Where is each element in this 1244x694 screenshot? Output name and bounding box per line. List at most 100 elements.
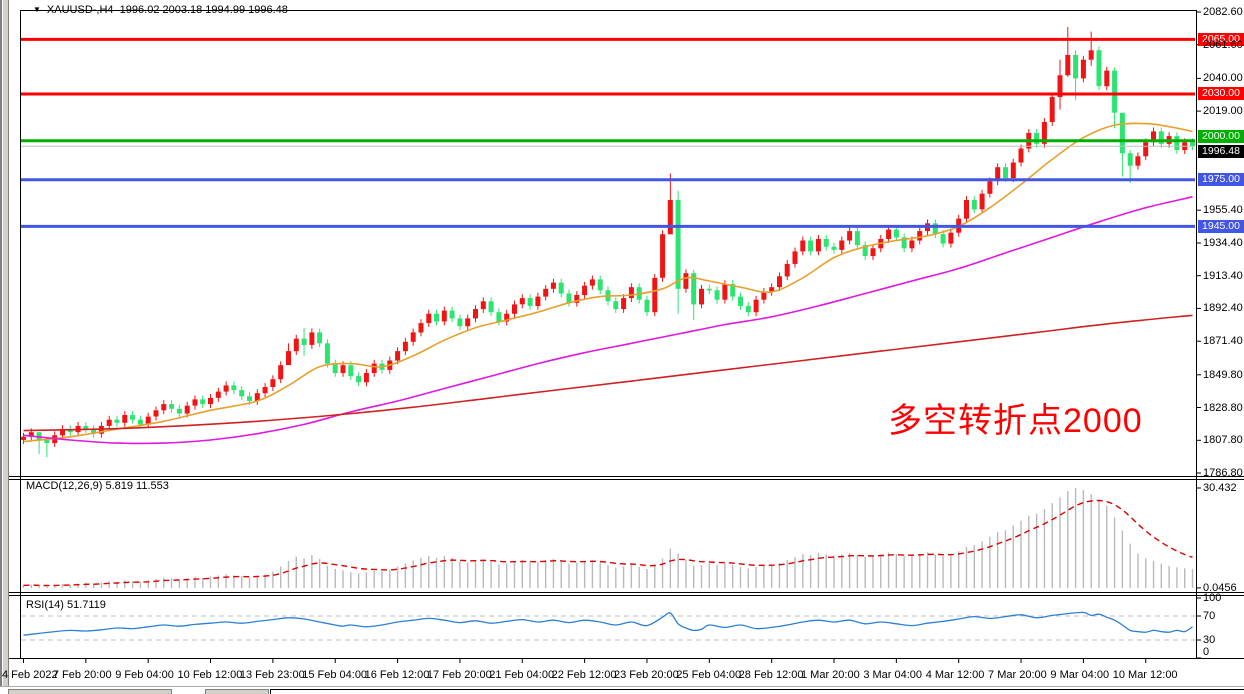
price-axis-tick: 2061.60 — [1203, 38, 1243, 51]
time-axis-label: 7 Feb 20:00 — [52, 669, 112, 681]
candle — [652, 274, 658, 317]
candle-body — [223, 385, 229, 392]
candle — [83, 422, 89, 433]
candle-body — [753, 299, 759, 313]
candle-body — [293, 338, 299, 352]
candle-body — [215, 391, 221, 398]
candle-body — [1158, 131, 1164, 144]
candle — [683, 269, 689, 293]
candle — [847, 227, 853, 245]
candle-body — [324, 343, 330, 364]
rsi-axis-tick: 100 — [1203, 592, 1222, 604]
annotation-text[interactable]: 多空转折点2000 — [888, 402, 1143, 440]
macd-indicator-label: MACD(12,26,9) 5.819 11.553 — [26, 480, 169, 492]
candle-body — [309, 332, 315, 345]
candle — [480, 297, 486, 313]
candle-body — [995, 167, 1001, 182]
candle — [745, 302, 751, 317]
candle-body — [815, 238, 821, 252]
candle — [161, 400, 167, 415]
candle-body — [28, 432, 34, 437]
candle — [184, 401, 190, 418]
candle — [574, 291, 580, 307]
candle-body — [800, 240, 806, 252]
candle — [67, 425, 73, 437]
candle-body — [550, 282, 556, 289]
ma-mid-line[interactable] — [23, 196, 1193, 445]
candle-body — [161, 404, 167, 411]
candle-body — [441, 310, 447, 322]
candle-body — [917, 231, 923, 241]
candle — [519, 294, 525, 309]
candle-body — [371, 363, 377, 373]
ma-slow-line[interactable] — [23, 314, 1193, 432]
candle-body — [769, 287, 775, 292]
rsi-axis-tick: 30 — [1203, 634, 1216, 646]
candle-body — [270, 379, 276, 387]
candle — [714, 286, 720, 304]
candle-body — [699, 288, 704, 305]
candle — [792, 247, 798, 268]
candle-body — [332, 363, 338, 373]
candle — [784, 260, 790, 281]
price-axis-tick: 1849.80 — [1203, 368, 1243, 381]
candle — [434, 309, 439, 326]
price-axis-tick: 1892.40 — [1203, 302, 1243, 315]
candle — [504, 309, 510, 326]
candle-body — [948, 232, 954, 244]
candle-body — [1080, 59, 1086, 79]
candle — [465, 314, 471, 331]
ma-fast-line[interactable] — [23, 122, 1193, 443]
candle — [995, 163, 1001, 186]
price-badge-2065.00: 2065.00 — [1198, 32, 1244, 46]
candle — [309, 328, 315, 349]
candle-body — [512, 304, 517, 314]
candle-body — [823, 238, 829, 247]
chart-title: ▼ XAUUSD-,H4 1996.02 2003.18 1994.99 1996… — [33, 4, 288, 16]
candle-body — [169, 404, 175, 409]
candle — [293, 334, 299, 355]
candle-body — [60, 429, 65, 436]
candle-body — [1034, 132, 1040, 144]
candle-body — [714, 290, 720, 300]
candle-body — [395, 351, 401, 361]
candle — [106, 415, 112, 430]
candle — [270, 375, 276, 391]
price-axis-tick: 1828.80 — [1203, 401, 1243, 414]
price-axis-tick: 1786.80 — [1203, 467, 1243, 479]
candle — [91, 425, 97, 438]
candle-body — [862, 245, 868, 256]
dropdown-triangle-icon[interactable]: ▼ — [33, 5, 41, 14]
time-axis-label: 1 Mar 20:00 — [801, 669, 860, 681]
price-axis-tick: 1807.80 — [1203, 434, 1243, 447]
candle — [332, 359, 338, 377]
candle-body — [854, 231, 860, 246]
candle — [675, 190, 681, 314]
candle-body — [504, 313, 510, 322]
candle-body — [106, 419, 112, 426]
candle-body — [706, 288, 712, 291]
time-axis-label: 9 Feb 04:00 — [115, 669, 174, 681]
candle — [839, 236, 845, 254]
candle — [254, 389, 260, 405]
chart-frame — [9, 10, 1244, 663]
candle — [410, 328, 416, 346]
candle — [223, 381, 229, 396]
candle-body — [761, 291, 767, 300]
candle — [192, 395, 198, 410]
candle — [441, 306, 447, 326]
candle-body — [730, 284, 736, 297]
candle — [823, 235, 829, 251]
candle-body — [418, 323, 424, 333]
candle — [932, 219, 938, 239]
candle-body — [1073, 55, 1079, 79]
candle — [964, 196, 969, 223]
candle — [886, 225, 892, 243]
candle — [550, 278, 556, 293]
panel-edge — [8, 689, 172, 694]
rsi-axis-tick: 70 — [1203, 610, 1216, 622]
candle — [621, 294, 627, 313]
candle-body — [1119, 112, 1125, 154]
candle-body — [176, 408, 182, 414]
